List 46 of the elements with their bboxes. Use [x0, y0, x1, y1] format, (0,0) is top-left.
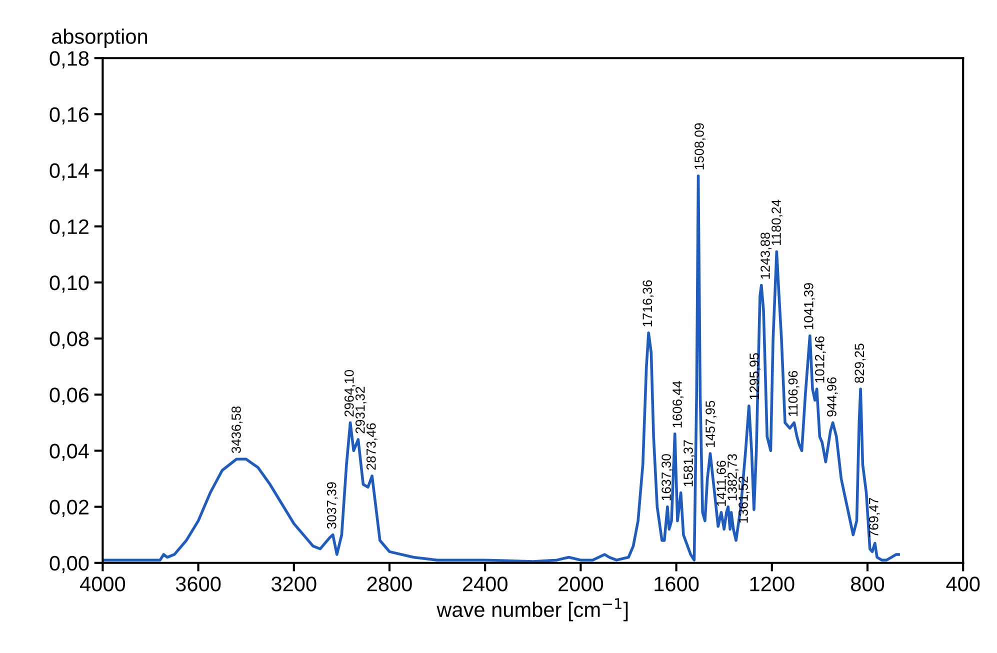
annotation: 1382,73	[728, 454, 738, 500]
annotation: 1606,44	[672, 381, 684, 428]
y-axis-title: absorption	[52, 28, 148, 48]
x-tick-label: 2800	[367, 576, 412, 592]
annotation: 1637,30	[662, 454, 672, 500]
annotation: 2964,10	[344, 370, 356, 416]
annotation: 3436,58	[232, 406, 242, 454]
x-tick-label: 1600	[654, 576, 699, 592]
y-tick-label: 0,18	[50, 51, 89, 68]
annotation: 1243,88	[760, 232, 772, 279]
y-tick-label: 0,16	[50, 107, 89, 124]
x-tick-label: 4000	[80, 576, 126, 592]
y-tick-label: 0,08	[50, 332, 89, 349]
x-tick-label: 1200	[750, 576, 794, 592]
annotation: 1106,96	[788, 370, 800, 416]
y-tick-label: 0,00	[50, 556, 89, 574]
y-tick-label: 0,10	[50, 275, 89, 293]
annotation: 1180,24	[772, 200, 782, 246]
line-series	[102, 174, 900, 563]
annotation: 944,96	[827, 377, 838, 416]
annotation: 1012,46	[815, 336, 826, 382]
y-tick-label: 0,12	[50, 219, 88, 237]
annotation: 769,47	[868, 498, 880, 538]
x-tick-label: 3600	[176, 576, 221, 592]
y-tick-label: 0,14	[50, 163, 89, 181]
annotation: 1361,52	[738, 476, 750, 523]
y-tick-label: 0,02	[50, 500, 88, 518]
annotation: 1457,95	[706, 400, 716, 447]
x-tick-label: 3200	[272, 576, 316, 592]
y-tick-label: 0,06	[50, 388, 89, 405]
annotation: 1295,95	[750, 353, 760, 400]
annotation: 2931,32	[355, 386, 366, 434]
annotation: 1041,39	[804, 283, 815, 330]
y-tick-label: 0,04	[50, 444, 89, 461]
x-tick-label: 2000	[558, 576, 604, 592]
x-tick-label: 2400	[462, 576, 508, 592]
annotation: 2873,46	[366, 423, 378, 470]
x-axis-title: wave number [cm$^{−1}$]	[436, 598, 628, 622]
x-tick-label: 400	[946, 576, 980, 592]
annotation: 1411,66	[716, 460, 728, 506]
annotation: 829,25	[854, 344, 866, 383]
annotation: 1581,37	[684, 440, 694, 486]
annotation: 1716,36	[642, 280, 654, 326]
annotation: 3037,39	[326, 482, 338, 529]
x-tick-label: 800	[851, 576, 884, 592]
annotation: 1508,09	[694, 123, 706, 170]
